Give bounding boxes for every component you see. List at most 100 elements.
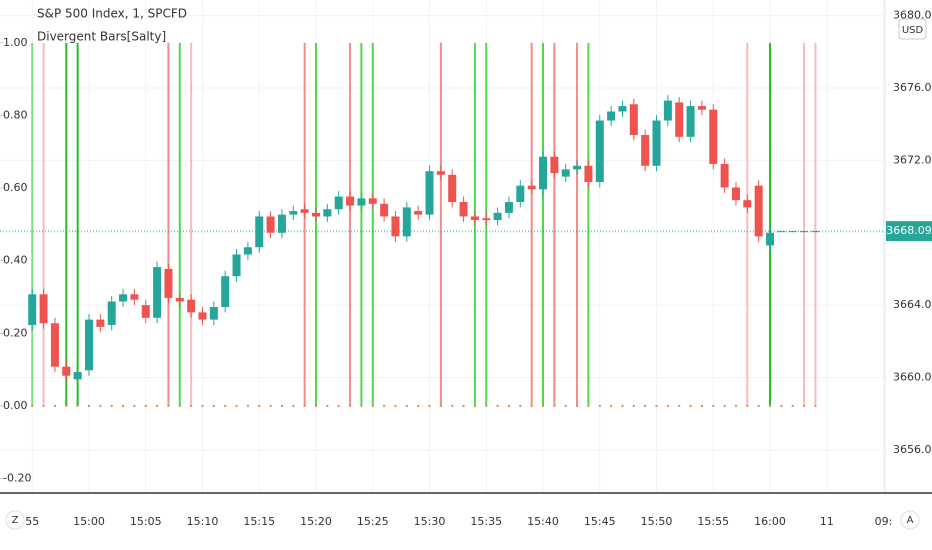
zero-dot	[144, 404, 147, 407]
last-price-label: 3668.09	[886, 224, 932, 237]
candle-body	[28, 294, 37, 326]
zero-dot	[814, 404, 817, 407]
zero-dot	[576, 404, 579, 407]
zero-dot	[439, 404, 442, 407]
zero-dot	[53, 404, 56, 407]
zero-dot	[485, 404, 488, 407]
zoom-label[interactable]: Z	[12, 515, 19, 526]
candle-body	[300, 209, 309, 213]
zero-dot	[712, 404, 715, 407]
candle-body	[96, 319, 105, 327]
x-tick-label: 15:10	[187, 515, 219, 528]
candle-body	[539, 156, 548, 190]
currency-label[interactable]: USD	[902, 25, 924, 36]
x-tick-label: 15:45	[584, 515, 616, 528]
candle-body	[402, 207, 411, 237]
candle-body	[436, 171, 445, 175]
candle-body	[141, 305, 150, 318]
zero-dot	[258, 404, 261, 407]
zero-dot	[371, 404, 374, 407]
y2-tick-label: 3672.00	[893, 153, 932, 166]
zero-dot	[451, 404, 454, 407]
candle-body	[607, 111, 616, 121]
zero-dot	[655, 404, 658, 407]
auto-label[interactable]: A	[907, 515, 914, 526]
zero-dot	[349, 404, 352, 407]
zero-dot	[803, 404, 806, 407]
candle-body	[561, 169, 570, 177]
candle-body	[573, 165, 582, 170]
zero-dot	[292, 404, 295, 407]
x-tick-label: 15:50	[641, 515, 673, 528]
y-tick-label: 0.00	[3, 399, 28, 412]
zero-dot	[678, 404, 681, 407]
currency-button[interactable]	[898, 18, 927, 40]
candle-body	[334, 196, 343, 210]
zero-dot	[632, 404, 635, 407]
zero-dot	[122, 404, 125, 407]
candle-body	[777, 231, 786, 233]
candle-body	[800, 231, 809, 233]
x-tick-label: 55	[25, 515, 39, 528]
x-tick-label: 15:20	[300, 515, 332, 528]
zero-dot	[553, 404, 556, 407]
zero-dot	[564, 404, 567, 407]
x-tick-label: 15:25	[357, 515, 389, 528]
y-tick-label: 0.60	[3, 181, 28, 194]
zoom-button[interactable]	[5, 510, 25, 530]
candle-body	[709, 109, 718, 164]
zero-dot	[496, 404, 499, 407]
candle-body	[221, 276, 230, 307]
candle-body	[346, 196, 355, 206]
candle-body	[289, 211, 298, 215]
candle-body	[504, 201, 513, 213]
candle-body	[119, 294, 128, 302]
candle-body	[255, 216, 264, 248]
candle-body	[425, 171, 434, 215]
candle-body	[448, 174, 457, 202]
candle-body	[788, 231, 797, 233]
zero-dot	[360, 404, 363, 407]
zero-dot	[666, 404, 669, 407]
candle-body	[414, 211, 423, 215]
candle-body	[459, 201, 468, 217]
candle-body	[811, 231, 820, 233]
candle-body	[73, 372, 82, 380]
candle-body	[50, 323, 59, 367]
zero-dot	[757, 404, 760, 407]
x-tick-label: 09:	[875, 515, 893, 528]
zero-dot	[519, 404, 522, 407]
candle-body	[209, 306, 218, 320]
candle-body	[164, 268, 173, 298]
candle-body	[743, 200, 752, 208]
zero-dot	[417, 404, 420, 407]
candle-body	[175, 297, 184, 302]
chart-title: S&P 500 Index, 1, SPCFD	[37, 7, 187, 21]
x-tick-label: 15:30	[414, 515, 446, 528]
candle-body	[357, 198, 366, 206]
y2-tick-label: 3660.00	[893, 371, 932, 384]
x-tick-label: 16:00	[754, 515, 786, 528]
zero-dot	[587, 404, 590, 407]
candle-body	[686, 106, 695, 137]
zero-dot	[530, 404, 533, 407]
y-tick-label: -0.20	[3, 471, 31, 484]
zero-dot	[405, 404, 408, 407]
candle-body	[323, 209, 332, 217]
zero-dot	[769, 404, 772, 407]
candle-body	[266, 216, 275, 233]
x-tick-label: 15:35	[470, 515, 502, 528]
zero-dot	[746, 404, 749, 407]
zero-dot	[689, 404, 692, 407]
x-tick-label: 11	[820, 515, 834, 528]
candle-body	[198, 312, 207, 320]
zero-dot	[462, 404, 465, 407]
zero-dot	[178, 404, 181, 407]
zero-dot	[133, 404, 136, 407]
candle-body	[391, 216, 400, 237]
candle-body	[629, 104, 638, 136]
y2-tick-label: 3680.00	[893, 9, 932, 22]
auto-button[interactable]	[900, 510, 920, 530]
zero-dot	[110, 404, 113, 407]
